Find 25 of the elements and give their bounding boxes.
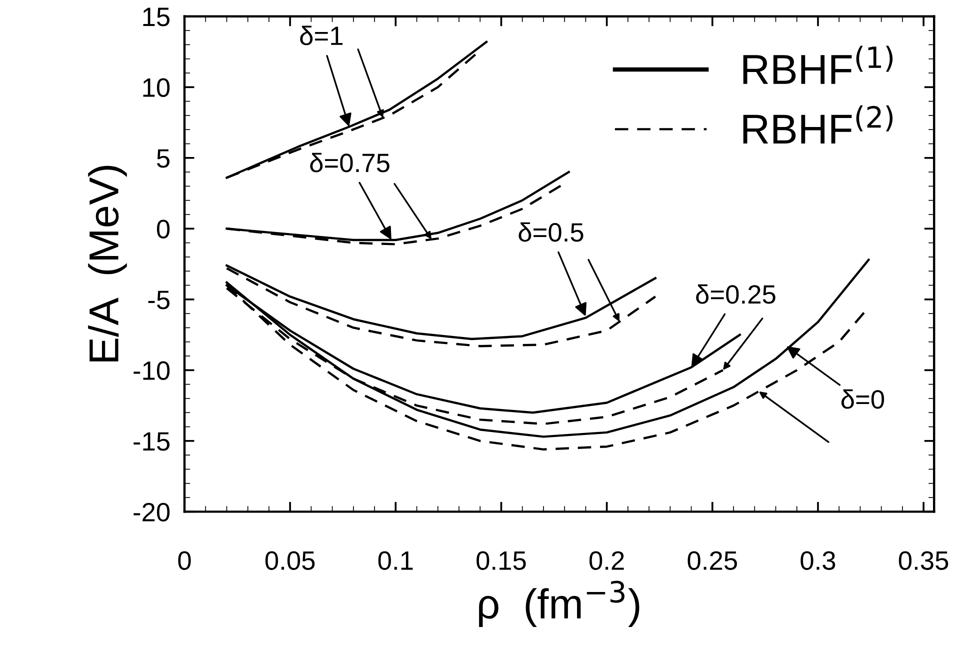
annotation: δ=0.5 (518, 222, 584, 242)
y-tick-label: -20 (134, 502, 170, 522)
y-tick-label: -5 (148, 290, 170, 310)
y-tick-label: 5 (156, 149, 170, 168)
x-tick-label: 0.15 (476, 551, 526, 570)
y-tick-label: -10 (134, 361, 170, 380)
y-axis-title: E/A (MeV) (88, 166, 127, 362)
legend-label: RBHF$^{(2)}$ (743, 105, 893, 144)
x-tick-label: 0.3 (800, 551, 836, 570)
x-tick-label: 0 (178, 551, 191, 570)
annotation: δ=1 (300, 26, 343, 46)
x-tick-label: 0.1 (378, 551, 413, 570)
annotation: δ=0.75 (310, 152, 390, 172)
x-tick-label: 0.25 (688, 551, 737, 570)
y-tick-label: 15 (143, 8, 170, 26)
x-tick-label: 0.35 (898, 551, 948, 570)
x-tick-label: 0.05 (265, 551, 315, 570)
annotation: δ=0 (841, 389, 884, 409)
annotation: δ=0.25 (696, 284, 776, 304)
x-tick-label: 0.2 (589, 551, 624, 570)
legend-label: RBHF$^{(1)}$ (743, 46, 893, 84)
y-tick-label: 10 (143, 78, 170, 97)
y-tick-label: -15 (134, 432, 170, 451)
x-axis-title: ρ (fm$^{−3}$) (479, 580, 640, 627)
y-tick-label: 0 (156, 220, 170, 238)
